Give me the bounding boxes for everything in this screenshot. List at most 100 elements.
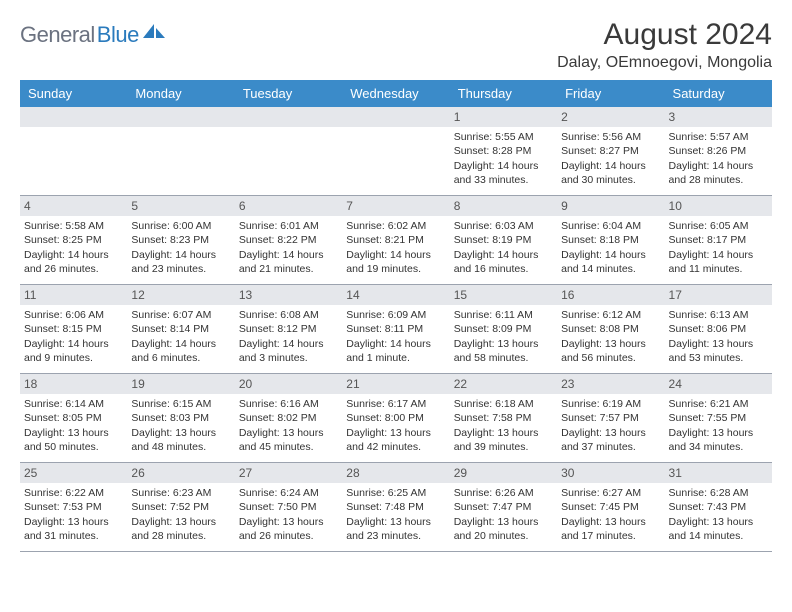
day-cell: 28Sunrise: 6:25 AMSunset: 7:48 PMDayligh… bbox=[342, 463, 449, 551]
day-cell: 11 Sunrise: 6:06 AMSunset: 8:15 PMDayligh… bbox=[20, 285, 127, 373]
sunrise-line: Sunrise: 6:25 AM bbox=[346, 486, 445, 500]
sunrise-line: Sunrise: 6:26 AM bbox=[454, 486, 553, 500]
day-number-row-empty bbox=[127, 107, 234, 127]
day-info: Sunrise: 6:17 AMSunset: 8:00 PMDaylight:… bbox=[346, 397, 445, 454]
sunrise-line: Sunrise: 6:18 AM bbox=[454, 397, 553, 411]
logo-text-2: Blue bbox=[97, 22, 139, 48]
weekday-saturday: Saturday bbox=[665, 80, 772, 107]
daylight-line: Daylight: 13 hours and 56 minutes. bbox=[561, 337, 660, 365]
daylight-line: Daylight: 13 hours and 31 minutes. bbox=[24, 515, 123, 543]
day-number: 3 bbox=[669, 110, 676, 124]
sunrise-line: Sunrise: 6:15 AM bbox=[131, 397, 230, 411]
day-cell: 27Sunrise: 6:24 AMSunset: 7:50 PMDayligh… bbox=[235, 463, 342, 551]
day-number: 22 bbox=[454, 377, 467, 391]
sunrise-line: Sunrise: 5:55 AM bbox=[454, 130, 553, 144]
sunset-line: Sunset: 7:47 PM bbox=[454, 500, 553, 514]
sunset-line: Sunset: 7:48 PM bbox=[346, 500, 445, 514]
sunset-line: Sunset: 8:09 PM bbox=[454, 322, 553, 336]
day-cell: 8Sunrise: 6:03 AMSunset: 8:19 PMDaylight… bbox=[450, 196, 557, 284]
sunset-line: Sunset: 8:14 PM bbox=[131, 322, 230, 336]
sunrise-line: Sunrise: 6:07 AM bbox=[131, 308, 230, 322]
day-number-row: 14 bbox=[342, 285, 449, 305]
day-cell: 31Sunrise: 6:28 AMSunset: 7:43 PMDayligh… bbox=[665, 463, 772, 551]
day-number-row: 22 bbox=[450, 374, 557, 394]
sunset-line: Sunset: 8:11 PM bbox=[346, 322, 445, 336]
day-cell: 30 Sunrise: 6:27 AMSunset: 7:45 PMDayligh… bbox=[557, 463, 664, 551]
day-info: Sunrise: 6:27 AMSunset: 7:45 PMDaylight:… bbox=[561, 486, 660, 543]
sunset-line: Sunset: 8:23 PM bbox=[131, 233, 230, 247]
day-info: Sunrise: 6:09 AMSunset: 8:11 PMDaylight:… bbox=[346, 308, 445, 365]
sunrise-line: Sunrise: 6:16 AM bbox=[239, 397, 338, 411]
sunset-line: Sunset: 7:55 PM bbox=[669, 411, 768, 425]
day-number: 24 bbox=[669, 377, 682, 391]
daylight-line: Daylight: 13 hours and 17 minutes. bbox=[561, 515, 660, 543]
week-row: 1 Sunrise: 5:55 AMSunset: 8:28 PMDaylight… bbox=[20, 107, 772, 196]
sunrise-line: Sunrise: 5:56 AM bbox=[561, 130, 660, 144]
daylight-line: Daylight: 13 hours and 53 minutes. bbox=[669, 337, 768, 365]
week-row: 18Sunrise: 6:14 AMSunset: 8:05 PMDayligh… bbox=[20, 374, 772, 463]
daylight-line: Daylight: 13 hours and 23 minutes. bbox=[346, 515, 445, 543]
logo-text-1: General bbox=[20, 22, 95, 48]
daylight-line: Daylight: 13 hours and 26 minutes. bbox=[239, 515, 338, 543]
sunrise-line: Sunrise: 6:08 AM bbox=[239, 308, 338, 322]
day-cell: 5 Sunrise: 6:00 AMSunset: 8:23 PMDaylight… bbox=[127, 196, 234, 284]
sunrise-line: Sunrise: 6:01 AM bbox=[239, 219, 338, 233]
day-cell: 21 Sunrise: 6:17 AMSunset: 8:00 PMDayligh… bbox=[342, 374, 449, 462]
day-cell: 20Sunrise: 6:16 AMSunset: 8:02 PMDayligh… bbox=[235, 374, 342, 462]
title-block: August 2024 Dalay, OEmnoegovi, Mongolia bbox=[557, 18, 772, 72]
sunrise-line: Sunrise: 6:23 AM bbox=[131, 486, 230, 500]
sunset-line: Sunset: 7:53 PM bbox=[24, 500, 123, 514]
day-number-row: 5 bbox=[127, 196, 234, 216]
daylight-line: Daylight: 13 hours and 45 minutes. bbox=[239, 426, 338, 454]
location: Dalay, OEmnoegovi, Mongolia bbox=[557, 54, 772, 72]
day-number-row: 20 bbox=[235, 374, 342, 394]
month-title: August 2024 bbox=[557, 18, 772, 52]
day-number: 30 bbox=[561, 466, 574, 480]
day-number: 20 bbox=[239, 377, 252, 391]
day-number-row: 21 bbox=[342, 374, 449, 394]
sunrise-line: Sunrise: 6:17 AM bbox=[346, 397, 445, 411]
weekday-wednesday: Wednesday bbox=[342, 80, 449, 107]
day-cell bbox=[127, 107, 234, 195]
day-cell bbox=[342, 107, 449, 195]
day-number-row: 11 bbox=[20, 285, 127, 305]
day-number: 15 bbox=[454, 288, 467, 302]
week-row: 11 Sunrise: 6:06 AMSunset: 8:15 PMDayligh… bbox=[20, 285, 772, 374]
weekday-sunday: Sunday bbox=[20, 80, 127, 107]
day-info: Sunrise: 6:19 AMSunset: 7:57 PMDaylight:… bbox=[561, 397, 660, 454]
calendar-page: GeneralBlue August 2024 Dalay, OEmnoegov… bbox=[0, 0, 792, 562]
day-number: 1 bbox=[454, 110, 461, 124]
sunset-line: Sunset: 8:22 PM bbox=[239, 233, 338, 247]
daylight-line: Daylight: 14 hours and 23 minutes. bbox=[131, 248, 230, 276]
day-number-row: 29 bbox=[450, 463, 557, 483]
day-info: Sunrise: 6:15 AMSunset: 8:03 PMDaylight:… bbox=[131, 397, 230, 454]
sunrise-line: Sunrise: 6:00 AM bbox=[131, 219, 230, 233]
logo: GeneralBlue bbox=[20, 22, 165, 48]
day-info: Sunrise: 5:57 AMSunset: 8:26 PMDaylight:… bbox=[669, 130, 768, 187]
day-number: 26 bbox=[131, 466, 144, 480]
day-number: 18 bbox=[24, 377, 37, 391]
day-info: Sunrise: 6:23 AMSunset: 7:52 PMDaylight:… bbox=[131, 486, 230, 543]
daylight-line: Daylight: 14 hours and 6 minutes. bbox=[131, 337, 230, 365]
sunset-line: Sunset: 8:17 PM bbox=[669, 233, 768, 247]
day-number-row: 2 bbox=[557, 107, 664, 127]
day-info: Sunrise: 6:06 AMSunset: 8:15 PMDaylight:… bbox=[24, 308, 123, 365]
sunrise-line: Sunrise: 6:06 AM bbox=[24, 308, 123, 322]
day-info: Sunrise: 6:05 AMSunset: 8:17 PMDaylight:… bbox=[669, 219, 768, 276]
day-number-row: 10 bbox=[665, 196, 772, 216]
day-cell: 22Sunrise: 6:18 AMSunset: 7:58 PMDayligh… bbox=[450, 374, 557, 462]
daylight-line: Daylight: 14 hours and 1 minute. bbox=[346, 337, 445, 365]
day-number-row: 8 bbox=[450, 196, 557, 216]
day-number: 10 bbox=[669, 199, 682, 213]
sunset-line: Sunset: 7:57 PM bbox=[561, 411, 660, 425]
day-cell: 23Sunrise: 6:19 AMSunset: 7:57 PMDayligh… bbox=[557, 374, 664, 462]
day-number: 31 bbox=[669, 466, 682, 480]
daylight-line: Daylight: 14 hours and 14 minutes. bbox=[561, 248, 660, 276]
sunset-line: Sunset: 8:25 PM bbox=[24, 233, 123, 247]
sunset-line: Sunset: 8:05 PM bbox=[24, 411, 123, 425]
sunset-line: Sunset: 8:03 PM bbox=[131, 411, 230, 425]
sunrise-line: Sunrise: 6:02 AM bbox=[346, 219, 445, 233]
day-info: Sunrise: 5:55 AMSunset: 8:28 PMDaylight:… bbox=[454, 130, 553, 187]
day-cell: 4Sunrise: 5:58 AMSunset: 8:25 PMDaylight… bbox=[20, 196, 127, 284]
day-number-row: 30 bbox=[557, 463, 664, 483]
